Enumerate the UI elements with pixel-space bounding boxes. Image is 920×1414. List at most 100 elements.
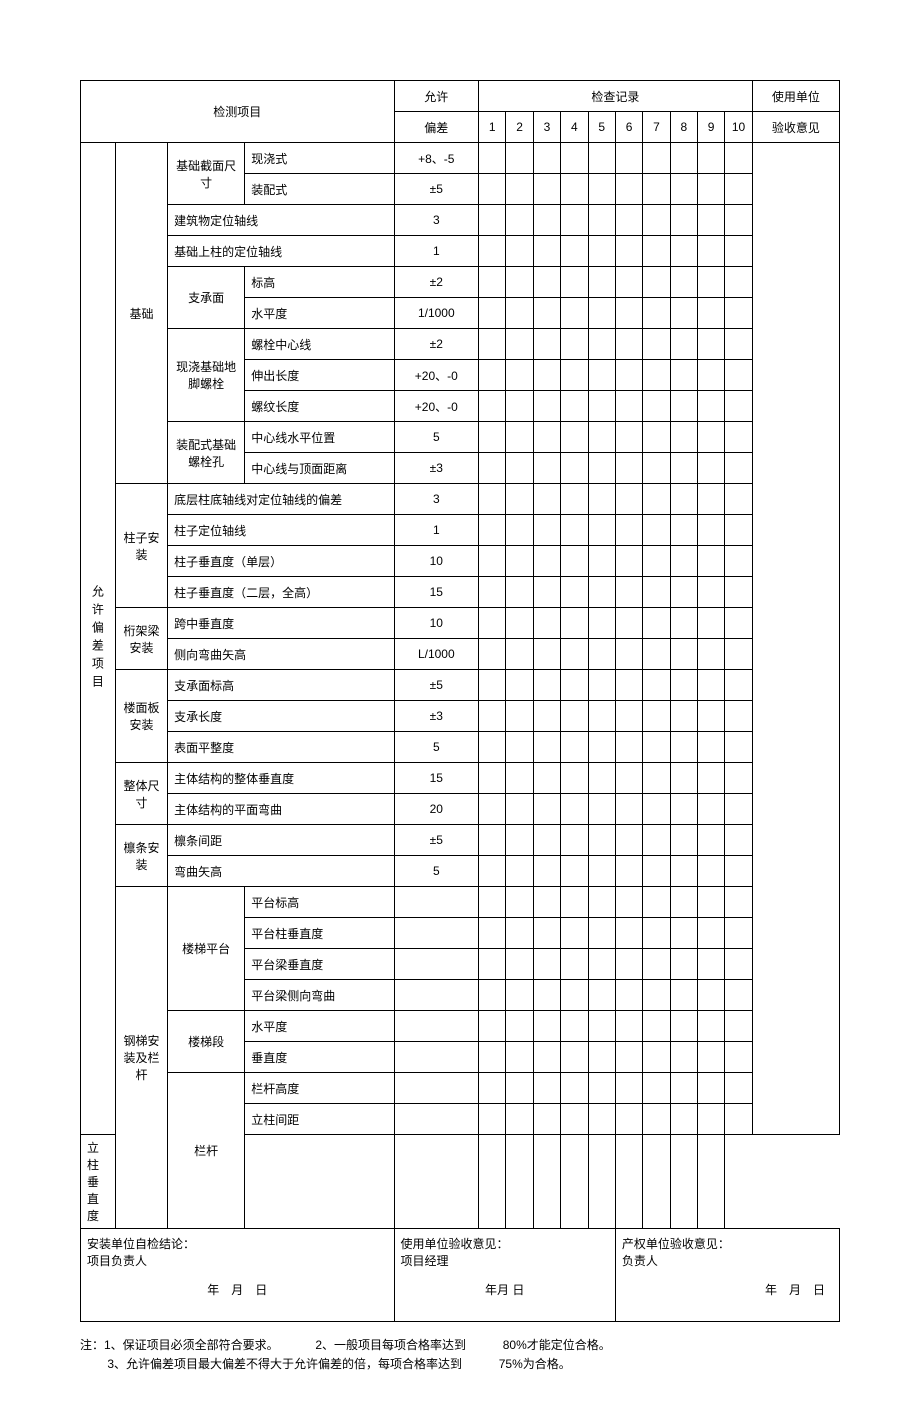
self-check-cell: 安装单位自检结论： 项目负责人 年 月 日: [81, 1229, 395, 1322]
stair-rail: 栏杆: [168, 1073, 245, 1229]
group-stair: 钢梯安装及栏杆: [115, 887, 167, 1229]
side-label: 允许偏差项目: [81, 143, 116, 1135]
row-column-3: 柱子垂直度（单层） 10: [81, 546, 840, 577]
group-column: 柱子安装: [115, 484, 167, 608]
building-axis-tol: 3: [394, 205, 479, 236]
span-vert-tol: 10: [394, 608, 479, 639]
group-overall: 整体尺寸: [115, 763, 167, 825]
purlin-bend-tol: 5: [394, 856, 479, 887]
group-truss: 桁架梁安装: [115, 608, 167, 670]
extend-len-tol: +20、-0: [394, 360, 479, 391]
section-dim: 基础截面尺寸: [168, 143, 245, 205]
user-accept-label: 使用单位验收意见：: [401, 1235, 609, 1252]
vert-multi: 柱子垂直度（二层，全高）: [168, 577, 394, 608]
row-floor-1: 楼面板安装 支承面标高 ±5: [81, 670, 840, 701]
bearing-len: 支承长度: [168, 701, 394, 732]
user-date: 年月 日: [401, 1281, 609, 1298]
rail-height: 栏杆高度: [245, 1073, 394, 1104]
row-overall-1: 整体尺寸 主体结构的整体垂直度 15: [81, 763, 840, 794]
span-vert: 跨中垂直度: [168, 608, 394, 639]
cast-in-place: 现浇式: [245, 143, 394, 174]
note-1c: 80%才能定位合格。: [503, 1338, 611, 1352]
col-tol-1: 允许: [394, 81, 479, 112]
rec-8: 8: [670, 112, 697, 143]
purlin-bend: 弯曲矢高: [168, 856, 394, 887]
rec-2: 2: [506, 112, 533, 143]
row-overall-2: 主体结构的平面弯曲 20: [81, 794, 840, 825]
col-record: 检查记录: [479, 81, 753, 112]
bearing-surface: 支承面: [168, 267, 245, 329]
rec-3: 3: [533, 112, 560, 143]
col-item: 检测项目: [81, 81, 395, 143]
user-accept-cell: 使用单位验收意见： 项目经理 年月 日: [394, 1229, 615, 1322]
row-foundation-10: 装配式基础螺栓孔 中心线水平位置 5: [81, 422, 840, 453]
center-hpos: 中心线水平位置: [245, 422, 394, 453]
flight-level: 水平度: [245, 1011, 394, 1042]
note-2b: 75%为合格。: [499, 1357, 571, 1371]
post-vert: 立柱垂直度: [81, 1135, 116, 1229]
notes-block: 注：1、保证项目必须全部符合要求。 2、一般项目每项合格率达到 80%才能定位合…: [80, 1336, 840, 1374]
elevation-tol: ±2: [394, 267, 479, 298]
row-column-4: 柱子垂直度（二层，全高） 15: [81, 577, 840, 608]
flatness-tol: 5: [394, 732, 479, 763]
overall-vert: 主体结构的整体垂直度: [168, 763, 394, 794]
pos-axis: 柱子定位轴线: [168, 515, 394, 546]
row-column-1: 柱子安装 底层柱底轴线对定位轴线的偏差 3: [81, 484, 840, 515]
elevation: 标高: [245, 267, 394, 298]
rec-1: 1: [479, 112, 506, 143]
owner-accept-label: 产权单位验收意见：: [622, 1235, 833, 1252]
col-usage-1: 使用单位: [752, 81, 839, 112]
column-axis-tol: 1: [394, 236, 479, 267]
row-truss-2: 侧向弯曲矢高 L/1000: [81, 639, 840, 670]
vert-multi-tol: 15: [394, 577, 479, 608]
bolt-center: 螺栓中心线: [245, 329, 394, 360]
row-purlin-1: 檩条安装 檩条间距 ±5: [81, 825, 840, 856]
column-axis: 基础上柱的定位轴线: [168, 236, 394, 267]
rec-4: 4: [561, 112, 588, 143]
lateral-bend: 侧向弯曲矢高: [168, 639, 394, 670]
rec-5: 5: [588, 112, 615, 143]
vert-single-tol: 10: [394, 546, 479, 577]
user-pm-label: 项目经理: [401, 1252, 609, 1269]
row-foundation-3: 建筑物定位轴线 3: [81, 205, 840, 236]
rec-9: 9: [697, 112, 724, 143]
usage-opinion-cell: [752, 143, 839, 1135]
col-usage-2: 验收意见: [752, 112, 839, 143]
flight-vert: 垂直度: [245, 1042, 394, 1073]
row-floor-2: 支承长度 ±3: [81, 701, 840, 732]
prefab-bolt: 装配式基础螺栓孔: [168, 422, 245, 484]
rec-6: 6: [615, 112, 642, 143]
row-stair-1: 钢梯安装及栏杆 楼梯平台 平台标高: [81, 887, 840, 918]
prefab: 装配式: [245, 174, 394, 205]
row-floor-3: 表面平整度 5: [81, 732, 840, 763]
stair-platform: 楼梯平台: [168, 887, 245, 1011]
row-truss-1: 桁架梁安装 跨中垂直度 10: [81, 608, 840, 639]
flatness: 表面平整度: [168, 732, 394, 763]
pos-axis-tol: 1: [394, 515, 479, 546]
prefab-tol: ±5: [394, 174, 479, 205]
group-foundation: 基础: [115, 143, 167, 484]
bearing-elev-tol: ±5: [394, 670, 479, 701]
owner-accept-cell: 产权单位验收意见： 负责人 年 月 日: [615, 1229, 839, 1322]
vert-single: 柱子垂直度（单层）: [168, 546, 394, 577]
rec-7: 7: [643, 112, 670, 143]
plane-bend-tol: 20: [394, 794, 479, 825]
plat-elev: 平台标高: [245, 887, 394, 918]
bearing-len-tol: ±3: [394, 701, 479, 732]
note-1a: 注：1、保证项目必须全部符合要求。: [80, 1338, 279, 1352]
plat-beam-vert: 平台梁垂直度: [245, 949, 394, 980]
cast-anchor: 现浇基础地脚螺栓: [168, 329, 245, 422]
post-spacing: 立柱间距: [245, 1104, 394, 1135]
col-tol-2: 偏差: [394, 112, 479, 143]
bottom-axis: 底层柱底轴线对定位轴线的偏差: [168, 484, 394, 515]
stair-flight: 楼梯段: [168, 1011, 245, 1073]
row-foundation-4: 基础上柱的定位轴线 1: [81, 236, 840, 267]
levelness: 水平度: [245, 298, 394, 329]
extend-len: 伸出长度: [245, 360, 394, 391]
owner-date: 年 月 日: [622, 1281, 833, 1298]
self-date: 年 月 日: [87, 1281, 388, 1298]
levelness-tol: 1/1000: [394, 298, 479, 329]
building-axis: 建筑物定位轴线: [168, 205, 394, 236]
row-foundation-1: 允许偏差项目 基础 基础截面尺寸 现浇式 +8、-5: [81, 143, 840, 174]
group-purlin: 檩条安装: [115, 825, 167, 887]
